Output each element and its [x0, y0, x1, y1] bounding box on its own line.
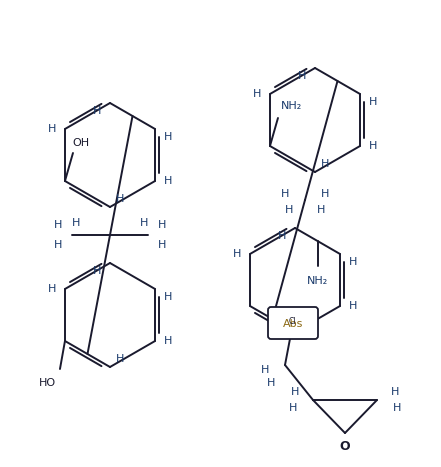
Text: H: H — [298, 71, 306, 81]
Text: H: H — [54, 220, 62, 230]
Text: H: H — [267, 378, 275, 388]
Text: O: O — [340, 440, 350, 453]
Text: H: H — [281, 189, 289, 199]
Text: H: H — [164, 132, 172, 142]
Text: H: H — [321, 189, 329, 199]
Text: H: H — [289, 403, 297, 413]
Text: H: H — [349, 301, 357, 311]
Text: NH₂: NH₂ — [307, 276, 328, 286]
Text: H: H — [93, 266, 101, 276]
Text: H: H — [48, 284, 56, 294]
Text: H: H — [391, 387, 399, 397]
Text: H: H — [321, 159, 329, 169]
Text: H: H — [158, 240, 166, 250]
Text: Cl: Cl — [288, 317, 296, 325]
Text: H: H — [349, 257, 357, 267]
Text: H: H — [317, 205, 325, 215]
Text: H: H — [116, 194, 124, 204]
Text: H: H — [164, 292, 172, 302]
Text: NH₂: NH₂ — [281, 101, 303, 111]
Text: H: H — [116, 354, 124, 364]
Text: H: H — [164, 336, 172, 346]
Text: H: H — [253, 89, 261, 99]
Text: H: H — [369, 97, 377, 107]
Text: Abs: Abs — [283, 319, 303, 329]
Text: H: H — [140, 218, 148, 228]
Text: H: H — [93, 106, 101, 116]
Text: H: H — [261, 365, 269, 375]
Text: HO: HO — [38, 378, 56, 388]
Text: H: H — [291, 387, 299, 397]
Text: OH: OH — [72, 138, 90, 148]
Text: H: H — [278, 231, 286, 241]
Text: H: H — [164, 176, 172, 186]
Text: H: H — [369, 141, 377, 151]
Text: H: H — [233, 249, 241, 259]
Text: H: H — [393, 403, 401, 413]
Text: H: H — [285, 205, 293, 215]
Text: H: H — [54, 240, 62, 250]
Text: H: H — [48, 124, 56, 134]
FancyBboxPatch shape — [268, 307, 318, 339]
Text: H: H — [72, 218, 80, 228]
Text: H: H — [301, 319, 309, 329]
Text: H: H — [158, 220, 166, 230]
